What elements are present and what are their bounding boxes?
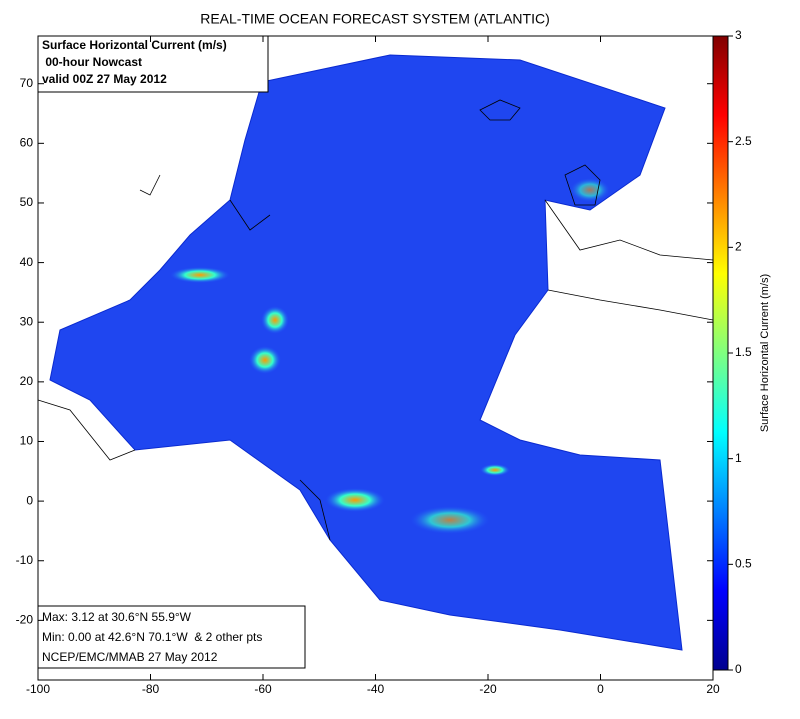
colorbar-tick-label: 2 xyxy=(735,240,742,254)
title: REAL-TIME OCEAN FORECAST SYSTEM (ATLANTI… xyxy=(200,11,550,27)
y-tick-label: 70 xyxy=(20,76,34,90)
y-tick-label: 50 xyxy=(20,195,34,209)
colorbar-tick-label: 2.5 xyxy=(735,134,752,148)
y-tick-label: -10 xyxy=(16,553,34,567)
info-line: 00-hour Nowcast xyxy=(42,55,142,69)
stats-line: NCEP/EMC/MMAB 27 May 2012 xyxy=(42,650,218,664)
y-tick-label: 40 xyxy=(20,255,34,269)
x-tick-label: -60 xyxy=(254,682,272,696)
stats-box xyxy=(37,605,306,669)
colorbar xyxy=(712,35,729,671)
y-tick-label: 30 xyxy=(20,314,34,328)
colorbar-label: Surface Horizontal Current (m/s) xyxy=(759,274,771,432)
y-tick-label: -20 xyxy=(16,613,34,627)
info-line: Surface Horizontal Current (m/s) xyxy=(42,38,227,52)
y-tick-label: 0 xyxy=(26,493,33,507)
x-tick-label: -40 xyxy=(367,682,385,696)
y-tick-label: 60 xyxy=(20,136,34,150)
x-tick-label: -80 xyxy=(142,682,160,696)
ocean-field xyxy=(49,54,683,651)
colorbar-tick-label: 3 xyxy=(735,28,742,42)
info-line: valid 00Z 27 May 2012 xyxy=(42,72,167,86)
current-highlights xyxy=(170,178,610,534)
y-tick-label: 20 xyxy=(20,374,34,388)
stats-line: Min: 0.00 at 42.6°N 70.1°W & 2 other pts xyxy=(42,630,262,644)
coastlines xyxy=(37,99,714,541)
info-box xyxy=(37,35,269,93)
colorbar-tick-label: 1 xyxy=(735,451,742,465)
colorbar-tick-label: 1.5 xyxy=(735,345,752,359)
x-tick-label: 0 xyxy=(597,682,604,696)
y-tick-label: 10 xyxy=(20,434,34,448)
x-tick-label: -100 xyxy=(26,682,50,696)
x-tick-label: 20 xyxy=(706,682,720,696)
stats-line: Max: 3.12 at 30.6°N 55.9°W xyxy=(42,610,192,624)
x-tick-label: -20 xyxy=(479,682,497,696)
colorbar-tick-label: 0 xyxy=(735,662,742,676)
colorbar-tick-label: 0.5 xyxy=(735,557,752,571)
